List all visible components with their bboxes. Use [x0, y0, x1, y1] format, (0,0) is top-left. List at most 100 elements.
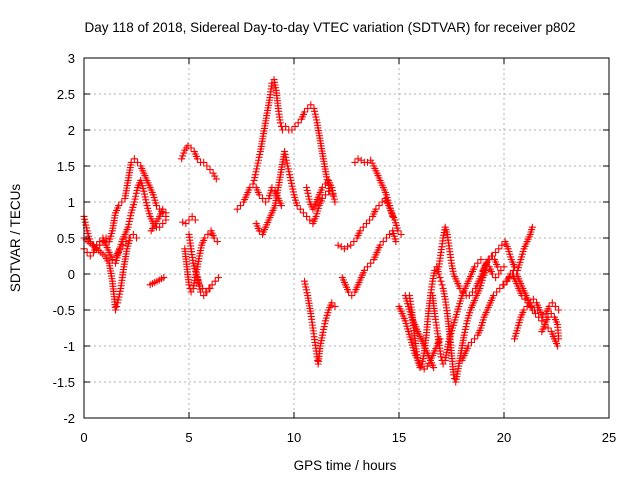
data-point — [351, 158, 359, 166]
data-point — [488, 252, 496, 260]
data-point — [492, 248, 500, 256]
y-tick-label: -1 — [63, 339, 75, 354]
data-point — [469, 288, 476, 296]
data-point — [500, 281, 508, 289]
x-axis-label: GPS time / hours — [294, 458, 397, 473]
data-point — [375, 202, 383, 210]
data-point — [348, 292, 356, 300]
data-point — [191, 216, 199, 224]
data-point — [200, 158, 208, 166]
y-tick-label: -1.5 — [53, 375, 75, 390]
data-point — [331, 302, 339, 310]
data-point — [482, 259, 490, 267]
data-point — [334, 241, 342, 249]
series-s5e — [301, 277, 339, 368]
y-tick-label: -2 — [63, 411, 75, 426]
data-point — [485, 256, 493, 264]
series-s3b — [147, 205, 170, 235]
series-s6b — [351, 155, 397, 220]
data-point — [328, 299, 336, 307]
x-tick-label: 15 — [392, 430, 406, 445]
data-point — [293, 202, 301, 210]
data-point — [506, 270, 514, 278]
data-point — [185, 216, 193, 224]
data-point — [249, 180, 257, 188]
data-point — [213, 238, 221, 246]
data-point — [360, 266, 368, 274]
data-point — [490, 292, 497, 300]
data-point — [255, 227, 263, 235]
data-point — [471, 263, 479, 271]
data-point — [134, 158, 142, 166]
data-point — [356, 227, 364, 235]
data-point — [488, 270, 496, 278]
data-point — [127, 158, 135, 166]
data-point — [159, 205, 167, 213]
data-point — [236, 202, 244, 210]
series-s5c — [252, 148, 336, 238]
series-s7e — [458, 270, 542, 364]
data-point — [291, 122, 299, 130]
y-tick-label: 0 — [68, 267, 75, 282]
data-point — [203, 288, 211, 296]
data-point — [545, 302, 553, 310]
data-point — [555, 335, 563, 343]
data-point — [152, 202, 160, 210]
data-point — [498, 241, 506, 249]
data-point — [392, 238, 400, 246]
data-point — [268, 184, 276, 192]
data-point — [456, 284, 464, 292]
data-point — [159, 220, 167, 228]
data-point — [495, 245, 503, 253]
data-point — [474, 259, 482, 267]
series-s7h — [511, 295, 563, 343]
data-point — [299, 209, 307, 217]
data-point — [233, 205, 241, 213]
data-point — [548, 299, 556, 307]
data-point — [193, 155, 201, 163]
series-s7c — [429, 256, 485, 368]
data-point — [133, 234, 140, 242]
y-tick-label: 2.5 — [57, 87, 75, 102]
data-point — [544, 324, 552, 332]
data-point — [437, 277, 445, 285]
series-s7j — [401, 292, 438, 372]
data-point — [555, 306, 563, 314]
data-point — [389, 212, 397, 220]
series-s7f — [479, 223, 536, 274]
data-point — [197, 288, 205, 296]
data-point — [108, 256, 116, 264]
data-point — [465, 292, 473, 300]
data-point — [276, 119, 284, 127]
data-point — [156, 223, 164, 231]
x-tick-label: 0 — [80, 430, 87, 445]
series-s7i — [538, 310, 563, 343]
data-point — [162, 216, 170, 224]
data-point — [179, 218, 187, 226]
data-point — [554, 342, 562, 350]
axis-ticks — [83, 57, 610, 419]
series-s1 — [80, 155, 170, 253]
data-point — [350, 238, 358, 246]
data-point — [511, 263, 518, 271]
data-point — [544, 313, 552, 321]
data-point — [494, 263, 502, 271]
x-tick-label: 25 — [602, 430, 616, 445]
data-point — [125, 234, 133, 242]
data-point — [325, 187, 333, 195]
data-point — [500, 263, 508, 271]
data-point — [318, 184, 326, 192]
data-point — [538, 317, 546, 325]
y-tick-label: 0.5 — [57, 231, 75, 246]
data-point — [467, 338, 475, 346]
data-point — [112, 306, 119, 314]
data-point — [282, 122, 290, 130]
data-point — [96, 238, 104, 246]
data-point — [379, 238, 387, 246]
data-point — [528, 223, 536, 231]
y-axis-label: SDTVAR / TECUs — [8, 184, 23, 293]
data-point — [438, 281, 446, 289]
data-point — [318, 194, 326, 202]
